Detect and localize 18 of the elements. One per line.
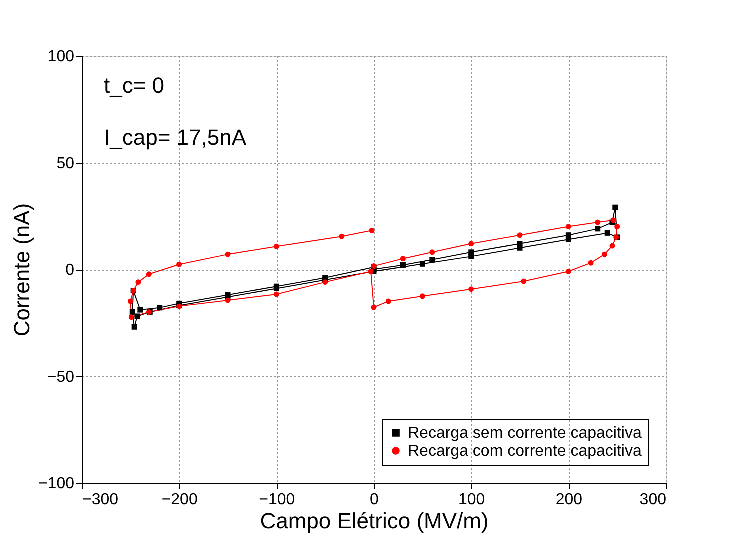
x-tick-label: −100 [259, 492, 296, 508]
legend-label: Recarga com corrente capacitiva [408, 443, 642, 460]
y-axis-title: Corrente (nA) [9, 203, 34, 337]
x-tick-label: −200 [162, 492, 198, 508]
legend-label: Recarga sem corrente capacitiva [408, 425, 642, 442]
x-tick-label: 300 [640, 492, 667, 508]
annotation: I_cap= 17,5nA [104, 125, 247, 150]
annotation: t_c= 0 [104, 73, 165, 98]
x-tick-label: 0 [370, 492, 380, 508]
y-tick-label: 0 [66, 262, 75, 279]
x-tick-label: 100 [458, 492, 486, 508]
y-tick-label: 50 [56, 155, 75, 172]
y-tick-label: −50 [47, 368, 75, 386]
x-tick-label: 200 [556, 492, 583, 508]
y-tick-label: 100 [48, 48, 75, 66]
x-axis-title: Campo Elétrico (MV/m) [260, 508, 489, 534]
y-tick-label: −100 [38, 476, 75, 492]
x-tick-label: −300 [82, 492, 119, 508]
